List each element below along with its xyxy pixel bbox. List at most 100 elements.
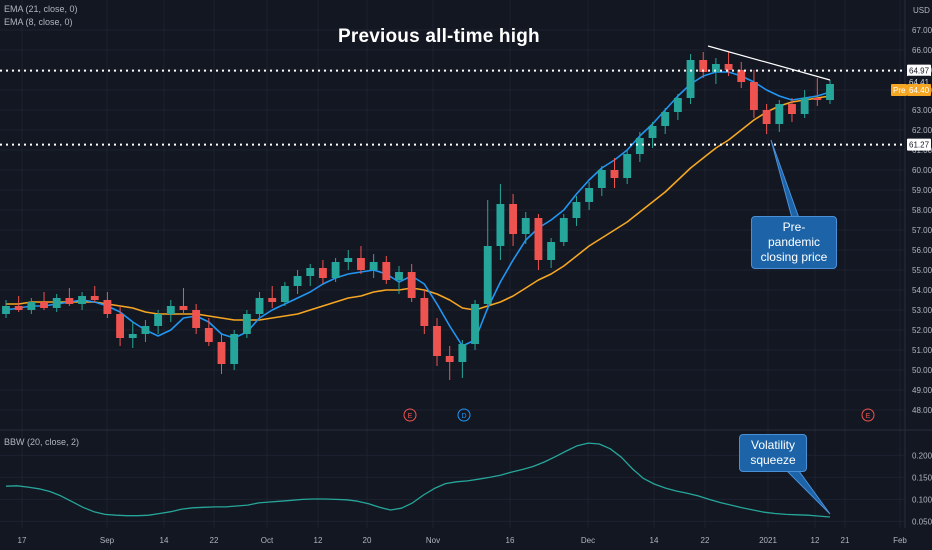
ath-price-tag-bg	[907, 64, 931, 77]
candle-body	[775, 104, 784, 124]
candle-body	[230, 334, 239, 364]
candle-body	[547, 242, 556, 260]
candle-body	[318, 268, 327, 278]
candle	[800, 90, 809, 118]
time-tick-label: 20	[363, 536, 372, 545]
bbw-tick-label: 0.150	[912, 473, 932, 482]
legend-bbw[interactable]: BBW (20, close, 2)	[4, 437, 80, 447]
candle	[521, 212, 530, 244]
callout-arrow-2	[785, 466, 831, 515]
candle-body	[559, 218, 568, 242]
candle	[559, 214, 568, 246]
price-tick-label: 56.00	[912, 246, 932, 255]
price-tick-label: 67.00	[912, 26, 932, 35]
candle	[509, 194, 518, 246]
price-tick-label: 62.00	[912, 126, 932, 135]
candle	[762, 104, 771, 134]
candle	[635, 132, 644, 162]
candle-body	[585, 188, 594, 202]
candle-body	[826, 84, 834, 100]
candle	[382, 256, 391, 284]
candle	[78, 292, 86, 310]
bbw-tick-label: 0.100	[912, 495, 932, 504]
candle	[686, 54, 695, 104]
price-tick-label: 51.00	[912, 346, 932, 355]
marker-label: E	[408, 413, 413, 420]
candle-body	[293, 276, 302, 286]
candlesticks	[2, 45, 834, 380]
ath-annotation: Previous all-time high	[338, 26, 540, 47]
callout-arrow-1	[770, 139, 800, 219]
candle-body	[610, 170, 619, 178]
candle	[306, 264, 315, 286]
candle	[179, 288, 188, 314]
candle	[623, 150, 632, 184]
price-tick-label: 48.00	[912, 406, 932, 415]
candle	[344, 250, 353, 270]
candle	[255, 292, 264, 320]
candle	[90, 286, 99, 302]
candle-body	[255, 298, 264, 314]
volatility-callout: Volatility squeeze	[739, 434, 807, 472]
candle	[2, 300, 10, 318]
candle-body	[382, 262, 391, 280]
legend-ema8[interactable]: EMA (8, close, 0)	[4, 17, 73, 27]
candle-body	[673, 98, 682, 112]
candle-body	[357, 258, 365, 270]
trendline	[707, 45, 831, 81]
time-tick-label: 2021	[759, 536, 777, 545]
candle-body	[65, 298, 74, 304]
bbw-line	[5, 442, 831, 518]
candle	[496, 184, 505, 260]
event-marker-E: E	[861, 408, 875, 422]
candle	[826, 80, 834, 104]
candle-body	[699, 60, 708, 72]
time-tick-label: 12	[811, 536, 820, 545]
candle	[661, 108, 670, 134]
candle-body	[40, 302, 48, 308]
time-tick-label: Dec	[581, 536, 595, 545]
candle	[65, 288, 74, 306]
event-marker-D: D	[457, 408, 471, 422]
candle-body	[711, 64, 720, 72]
time-tick-label: Oct	[261, 536, 274, 545]
candle	[128, 322, 137, 348]
pre-value-tag: 64.40	[909, 86, 930, 95]
candle	[357, 246, 365, 274]
candle-body	[572, 202, 581, 218]
legend-ema21[interactable]: EMA (21, close, 0)	[4, 4, 78, 14]
price-tick-label: 55.00	[912, 266, 932, 275]
price-tick-label: 60.00	[912, 166, 932, 175]
time-tick-label: 22	[210, 536, 219, 545]
candle	[458, 340, 467, 378]
candle	[737, 62, 746, 88]
candle-body	[458, 344, 467, 362]
marker-label: E	[866, 413, 871, 420]
candle	[699, 52, 708, 78]
candle-body	[369, 262, 378, 270]
currency-label: USD	[913, 6, 930, 15]
candle-body	[471, 304, 479, 344]
candle-body	[762, 110, 771, 124]
time-tick-label: 22	[701, 536, 710, 545]
price-tick-label: 59.00	[912, 186, 932, 195]
candle	[547, 238, 556, 268]
pre-label-tag: Pre	[893, 86, 906, 95]
candle	[204, 318, 213, 346]
candle-body	[154, 314, 163, 326]
support-price-tag-bg	[907, 138, 931, 151]
candle	[154, 310, 163, 334]
candle	[788, 98, 796, 122]
last-price-tag: 64.41	[909, 78, 930, 87]
candle-body	[179, 306, 188, 310]
candle	[648, 122, 657, 148]
price-axis: 48.00 49.00 50.00 51.00 52.00 53.00 54.00 55.00…	[891, 26, 932, 526]
candle-body	[103, 300, 112, 314]
time-tick-label: 12	[314, 536, 323, 545]
candle-body	[509, 204, 518, 234]
candle	[775, 100, 784, 132]
candle-body	[242, 314, 251, 334]
ema-lines	[5, 71, 831, 347]
candle-body	[14, 306, 23, 310]
